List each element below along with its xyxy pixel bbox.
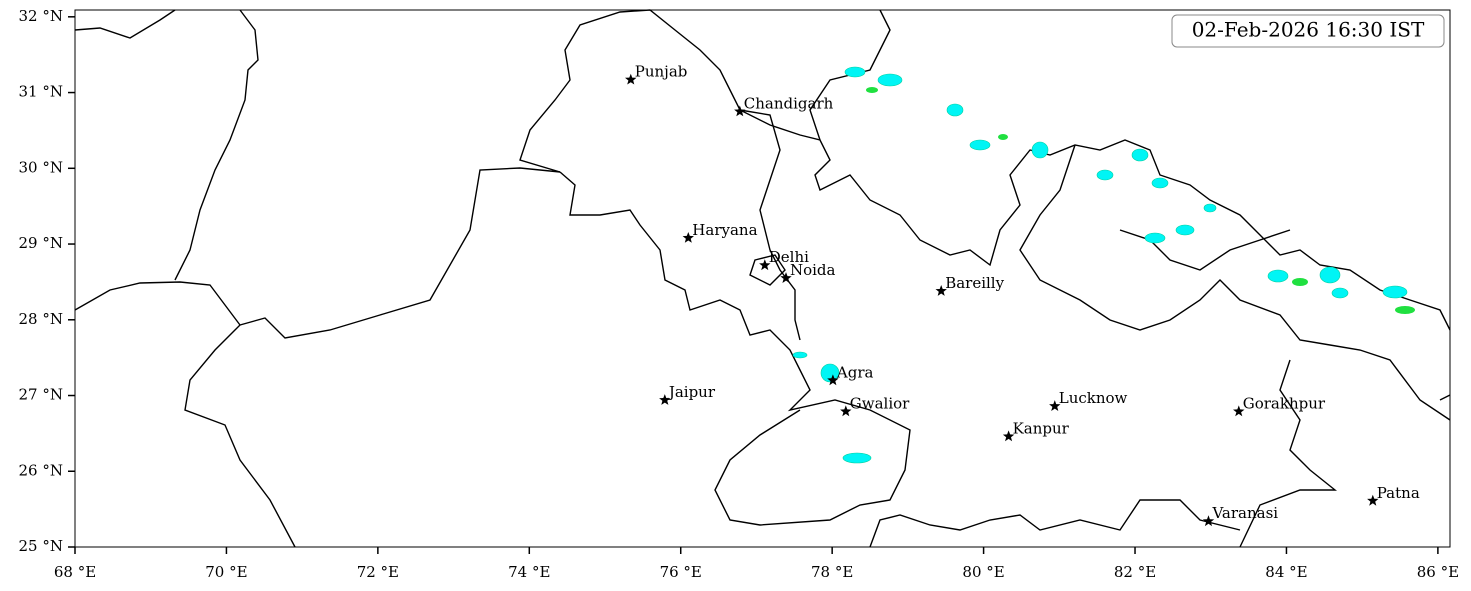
x-tick-label: 86 °E	[1417, 563, 1459, 581]
y-tick-label: 32 °N	[19, 7, 63, 25]
x-tick-label: 68 °E	[54, 563, 96, 581]
city-label: Varanasi	[1211, 504, 1278, 522]
y-tick-label: 30 °N	[19, 158, 63, 176]
city-marker	[1049, 400, 1061, 411]
city-label: Gwalior	[850, 394, 910, 412]
city-marker	[625, 73, 637, 85]
city-label: Lucknow	[1059, 389, 1128, 407]
y-tick-label: 27 °N	[19, 386, 63, 404]
x-tick-label: 80 °E	[962, 563, 1004, 581]
city-marker	[780, 272, 792, 283]
x-tick-label: 84 °E	[1265, 563, 1307, 581]
city-label: Gorakhpur	[1243, 394, 1326, 412]
city-marker	[1367, 494, 1379, 506]
city-marker	[659, 394, 671, 405]
y-tick-label: 31 °N	[19, 83, 63, 101]
city-marker	[1233, 405, 1245, 417]
y-tick-label: 26 °N	[19, 461, 63, 479]
city-marker	[682, 232, 694, 243]
x-tick-label: 70 °E	[205, 563, 247, 581]
city-label: Kanpur	[1013, 419, 1070, 437]
y-tick-label: 28 °N	[19, 310, 63, 328]
boundaries	[74, 9, 1451, 548]
city-label: Delhi	[769, 248, 809, 266]
map-frame	[74, 9, 1451, 548]
city-label: Chandigarh	[744, 94, 834, 112]
city-marker	[935, 285, 947, 296]
x-tick-label: 78 °E	[811, 563, 853, 581]
x-tick-label: 74 °E	[508, 563, 550, 581]
city-marker	[827, 374, 839, 386]
city-marker	[1202, 515, 1215, 527]
timestamp-box	[1171, 14, 1445, 48]
city-label: Haryana	[692, 221, 757, 239]
city-marker	[759, 259, 771, 271]
timestamp: 02-Feb-2026 16:30 IST	[1192, 18, 1425, 42]
city-label: Punjab	[635, 63, 688, 81]
y-tick-label: 25 °N	[19, 537, 63, 555]
city-marker	[734, 105, 746, 117]
city-marker	[1002, 430, 1015, 442]
x-tick-label: 76 °E	[660, 563, 702, 581]
city-label: Agra	[836, 363, 874, 381]
y-tick-label: 29 °N	[19, 234, 63, 252]
city-label: Patna	[1377, 484, 1420, 502]
city-marker	[840, 405, 852, 417]
precipitation	[792, 66, 1415, 464]
x-tick-label: 72 °E	[357, 563, 399, 581]
x-tick-label: 82 °E	[1114, 563, 1156, 581]
city-label: Noida	[790, 261, 836, 279]
city-label: Bareilly	[945, 274, 1004, 292]
city-label: Jaipur	[667, 383, 716, 401]
